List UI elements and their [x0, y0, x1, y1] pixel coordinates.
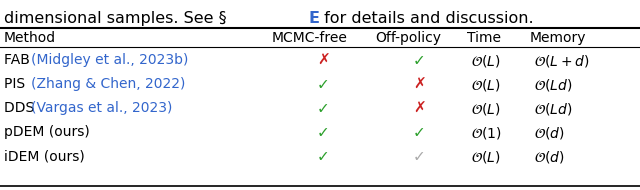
- Text: ✓: ✓: [317, 77, 330, 92]
- Text: MCMC-free: MCMC-free: [272, 31, 348, 45]
- Text: FAB: FAB: [4, 53, 35, 67]
- Text: $\mathcal{O}(L)$: $\mathcal{O}(L)$: [471, 77, 500, 93]
- Text: $\mathcal{O}(Ld)$: $\mathcal{O}(Ld)$: [534, 77, 572, 93]
- Text: Memory: Memory: [530, 31, 586, 45]
- Text: DDS: DDS: [4, 101, 38, 115]
- Text: (Zhang & Chen, 2022): (Zhang & Chen, 2022): [31, 77, 186, 91]
- Text: ✗: ✗: [413, 77, 426, 92]
- Text: E: E: [308, 11, 319, 26]
- Text: ✓: ✓: [413, 149, 426, 164]
- Text: (Midgley et al., 2023b): (Midgley et al., 2023b): [31, 53, 189, 67]
- Text: iDEM (ours): iDEM (ours): [4, 149, 84, 163]
- Text: $\mathcal{O}(1)$: $\mathcal{O}(1)$: [471, 125, 502, 141]
- Text: $\mathcal{O}(L)$: $\mathcal{O}(L)$: [471, 149, 500, 165]
- Text: ✗: ✗: [317, 53, 330, 68]
- Text: ✓: ✓: [413, 125, 426, 140]
- Text: ✗: ✗: [413, 101, 426, 116]
- Text: $\mathcal{O}(d)$: $\mathcal{O}(d)$: [534, 125, 564, 141]
- Text: $\mathcal{O}(L)$: $\mathcal{O}(L)$: [471, 53, 500, 69]
- Text: (Vargas et al., 2023): (Vargas et al., 2023): [31, 101, 173, 115]
- Text: Method: Method: [4, 31, 56, 45]
- Text: ✓: ✓: [317, 101, 330, 116]
- Text: $\mathcal{O}(Ld)$: $\mathcal{O}(Ld)$: [534, 101, 572, 117]
- Text: for details and discussion.: for details and discussion.: [319, 11, 534, 26]
- Text: ✓: ✓: [413, 53, 426, 68]
- Text: $\mathcal{O}(d)$: $\mathcal{O}(d)$: [534, 149, 564, 165]
- Text: $\mathcal{O}(L)$: $\mathcal{O}(L)$: [471, 101, 500, 117]
- Text: Time: Time: [467, 31, 501, 45]
- Text: $\mathcal{O}(L+d)$: $\mathcal{O}(L+d)$: [534, 53, 589, 69]
- Text: ✓: ✓: [317, 149, 330, 164]
- Text: PIS: PIS: [4, 77, 29, 91]
- Text: Off-policy: Off-policy: [375, 31, 441, 45]
- Text: ✓: ✓: [317, 125, 330, 140]
- Text: dimensional samples. See §: dimensional samples. See §: [4, 11, 227, 26]
- Text: pDEM (ours): pDEM (ours): [4, 125, 90, 139]
